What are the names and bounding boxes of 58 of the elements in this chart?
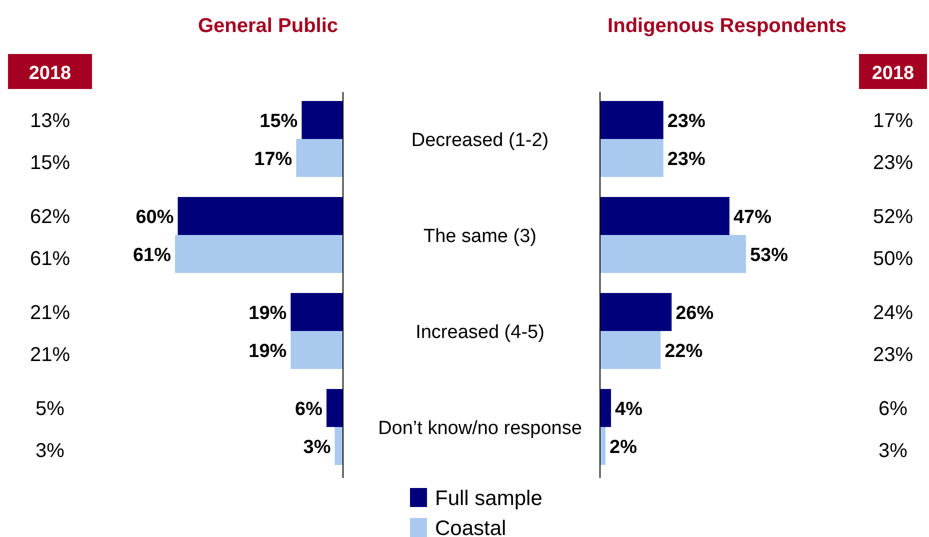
bar	[296, 139, 343, 177]
bar	[326, 389, 343, 427]
text: 50%	[872, 248, 914, 270]
data-label: 3%	[303, 437, 331, 458]
y-tick-label: Increased (4-5)	[416, 322, 544, 343]
text: 23%	[872, 344, 914, 366]
text: 6%	[878, 398, 908, 420]
year-header: 2018	[859, 54, 927, 89]
bar	[600, 235, 746, 273]
legend-label: Coastal	[435, 517, 506, 537]
bar	[600, 427, 606, 465]
data-label: 17%	[254, 149, 292, 170]
bar	[600, 197, 730, 235]
text: 13%	[30, 110, 70, 132]
bar	[600, 331, 661, 369]
text: 15%	[30, 152, 70, 174]
year-header: 2018	[8, 54, 92, 89]
data-label: 53%	[750, 245, 788, 266]
bar	[600, 389, 612, 427]
bar	[302, 101, 343, 139]
data-label: 2%	[610, 437, 638, 458]
data-label: 60%	[136, 207, 174, 228]
legend-label: Full sample	[435, 487, 542, 510]
chart-title: General Public	[198, 15, 338, 37]
bar	[334, 427, 343, 465]
text: 62%	[30, 206, 70, 228]
data-label: 23%	[667, 149, 706, 170]
text: 61%	[30, 248, 70, 270]
bar	[175, 235, 343, 273]
data-label: 6%	[295, 399, 323, 420]
y-tick-label: Decreased (1-2)	[411, 130, 549, 151]
chart-title: Indigenous Respondents	[608, 15, 846, 37]
y-tick-label: The same (3)	[424, 226, 536, 247]
y-tick-label: Don’t know/no response	[378, 418, 582, 439]
data-label: 22%	[664, 341, 703, 362]
data-label: 19%	[248, 341, 287, 362]
bar	[178, 197, 343, 235]
text: 21%	[30, 344, 70, 366]
data-label: 61%	[132, 245, 172, 266]
bar	[600, 139, 664, 177]
bar	[600, 101, 664, 139]
bar	[600, 293, 672, 331]
data-label: 15%	[260, 111, 298, 132]
data-label: 26%	[676, 303, 714, 324]
text: 17%	[872, 110, 914, 132]
text: 52%	[872, 206, 914, 228]
text: 21%	[30, 302, 70, 324]
data-label: 19%	[248, 303, 287, 324]
text: 3%	[878, 440, 908, 462]
text: 24%	[872, 302, 914, 324]
text: 3%	[36, 440, 65, 462]
data-label: 47%	[733, 207, 772, 228]
data-label: 4%	[615, 399, 643, 420]
data-label: 23%	[667, 111, 706, 132]
text: 23%	[872, 152, 914, 174]
bar	[290, 331, 343, 369]
text: 5%	[36, 398, 65, 420]
bar	[290, 293, 343, 331]
